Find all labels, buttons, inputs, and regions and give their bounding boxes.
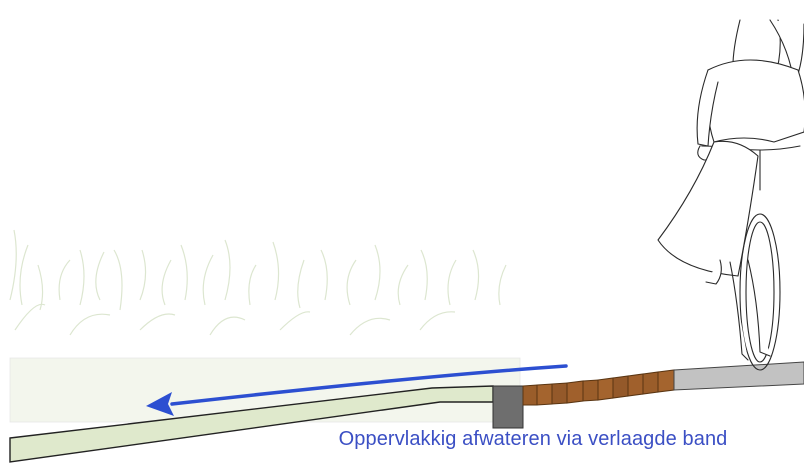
curb-block xyxy=(492,385,524,429)
asphalt-road xyxy=(673,361,804,391)
brick-pavers xyxy=(522,369,675,406)
grass-background xyxy=(9,229,507,336)
diagram-caption: Oppervlakkig afwateren via verlaagde ban… xyxy=(338,428,728,450)
cyclist-illustration xyxy=(657,19,804,371)
water-flow-arrow xyxy=(146,364,568,416)
